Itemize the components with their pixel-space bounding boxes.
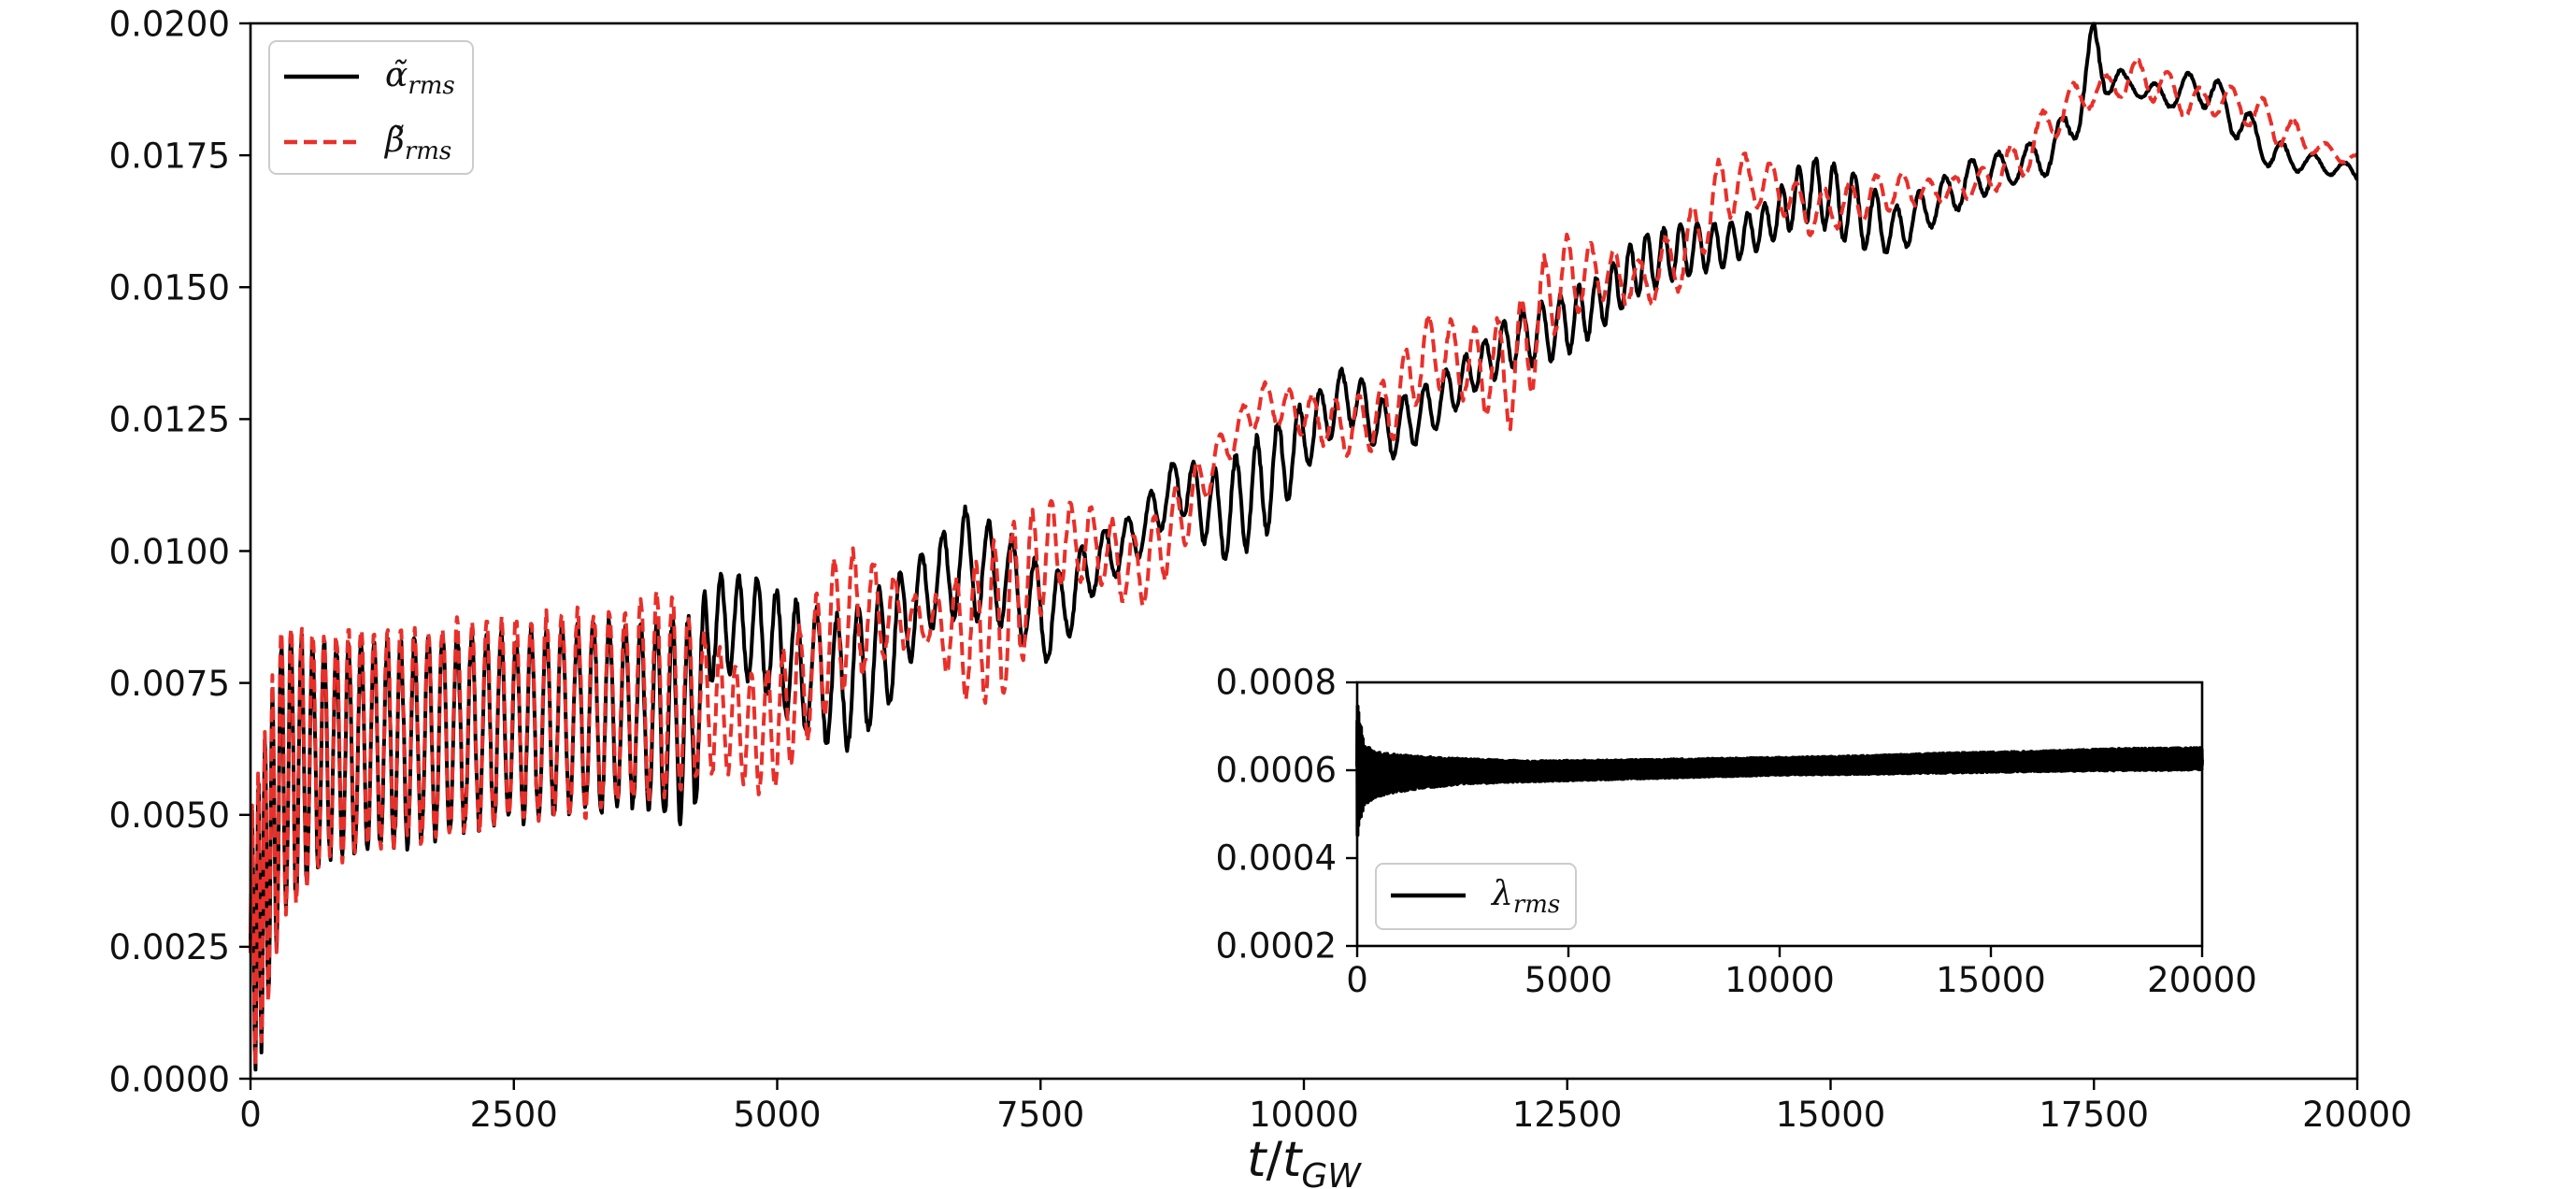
main-y-tick-label: 0.0075 [109, 664, 230, 704]
inset-y-tick-label: 0.0004 [1216, 838, 1337, 879]
legend-label-alpha: α̃rms [385, 56, 455, 100]
xlabel-subscript: GW [1301, 1157, 1362, 1189]
inset-background [1152, 654, 2240, 1021]
xlabel-slash: / [1266, 1132, 1282, 1188]
inset-y-tick-label: 0.0006 [1216, 751, 1337, 791]
main-y-tick-label: 0.0025 [109, 927, 230, 967]
xlabel-t1: t [1247, 1132, 1267, 1188]
legend-lambda-sub: rms [1513, 891, 1560, 919]
legend-beta-sub: rms [405, 137, 451, 165]
main-x-tick-label: 12500 [1512, 1095, 1623, 1135]
main-x-tick-label: 2500 [470, 1095, 558, 1135]
inset-plot: 0 5000 10000 15000 20000 0.00020.00040.00060… [1152, 654, 2257, 1021]
main-series-group [249, 21, 2359, 1072]
legend-alpha-base: α̃ [385, 56, 408, 94]
inset-series-group [1355, 704, 2204, 838]
inset-x-tick-label: 20000 [2147, 960, 2257, 1000]
inset-y-tick-label: 0.0002 [1216, 926, 1337, 967]
main-y-tick-label: 0.0000 [109, 1059, 230, 1099]
main-x-tick-label: 5000 [733, 1095, 821, 1135]
legend-beta-base: β̃ [383, 122, 405, 160]
series-line-beta [249, 56, 2359, 1067]
inset-x-tick-label: 15000 [1936, 960, 2046, 1000]
main-x-tick-label: 0 [239, 1095, 262, 1135]
main-x-axis-label: t/tGW [1247, 1132, 1362, 1189]
inset-legend-box [1375, 863, 1577, 930]
main-x-tick-label: 20000 [2302, 1095, 2412, 1135]
main-x-tick-label: 7500 [996, 1095, 1084, 1135]
main-legend-box [268, 40, 474, 175]
series-line-alpha [249, 21, 2359, 1072]
legend-alpha-sub: rms [408, 72, 454, 100]
inset-x-ticks: 0 5000 10000 15000 20000 [1346, 946, 2257, 1000]
main-plot: 0 2500 5000 7500 10000 12500 15000 17500 20000 0… [109, 4, 2412, 1189]
main-y-tick-label: 0.0175 [109, 136, 230, 176]
main-y-tick-label: 0.0050 [109, 795, 230, 836]
main-x-tick-label: 15000 [1776, 1095, 1886, 1135]
inset-x-tick-label: 5000 [1524, 960, 1612, 1000]
main-x-tick-label: 17500 [2039, 1095, 2149, 1135]
inset-y-ticks: 0.0002 0.0004 0.0006 0.0008 [1216, 663, 1357, 967]
legend-lambda-base: λ [1490, 875, 1513, 913]
inset-x-tick-label: 0 [1346, 960, 1368, 1000]
main-x-ticks: 0 2500 5000 7500 10000 12500 15000 17500 20000 [239, 1079, 2412, 1135]
main-y-tick-label: 0.0100 [109, 532, 230, 572]
legend-label-lambda: λrms [1490, 875, 1560, 919]
main-y-tick-label: 0.0125 [109, 400, 230, 440]
main-y-ticks: 0.0000 0.0025 0.0050 0.0075 0.0100 0.0125 0.01… [109, 4, 250, 1099]
main-y-tick-label: 0.0150 [109, 268, 230, 308]
series-line-lambda [1355, 704, 2204, 838]
main-legend: α̃rms β̃rms [268, 40, 474, 175]
inset-x-tick-label: 10000 [1724, 960, 1835, 1000]
main-x-tick-label: 10000 [1249, 1095, 1359, 1135]
inset-y-tick-label: 0.0008 [1216, 663, 1337, 703]
legend-label-beta: β̃rms [383, 122, 451, 165]
inset-legend: λrms [1375, 863, 1577, 930]
main-y-tick-label: 0.0200 [109, 4, 230, 44]
xlabel-t2: t [1282, 1132, 1303, 1188]
